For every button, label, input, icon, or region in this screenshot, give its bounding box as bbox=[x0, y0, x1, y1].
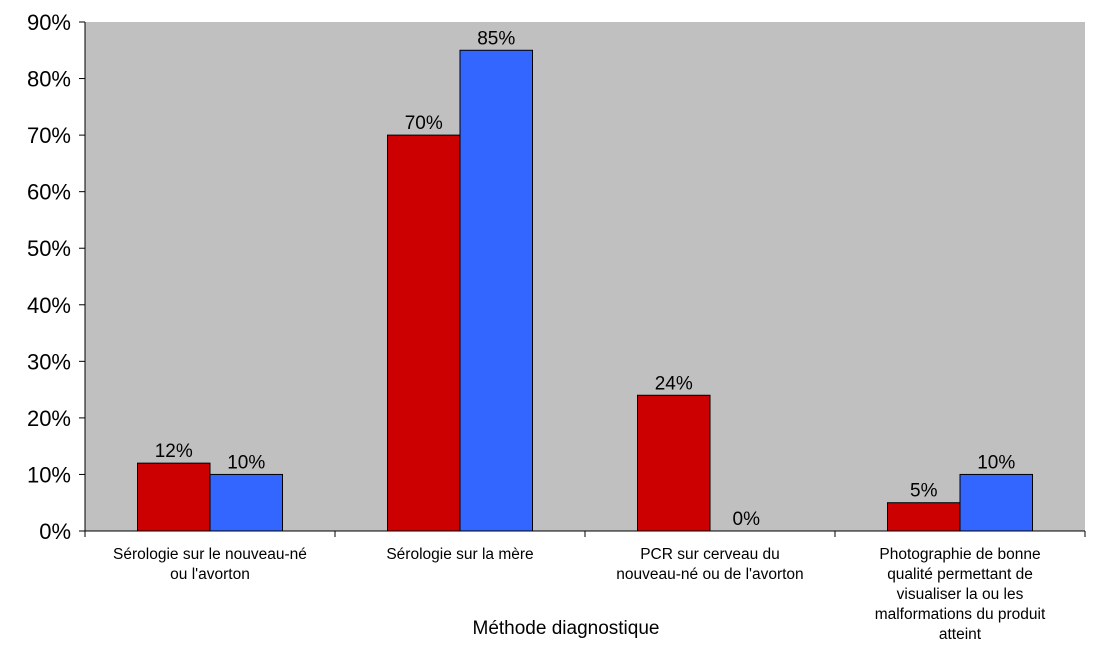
bar bbox=[387, 134, 461, 532]
y-tick-label: 80% bbox=[27, 67, 71, 92]
data-label: 10% bbox=[227, 452, 265, 473]
category-label: PCR sur cerveau du nouveau-né ou de l'avo… bbox=[616, 546, 803, 583]
data-label: 70% bbox=[405, 113, 443, 134]
data-label: 24% bbox=[655, 373, 693, 394]
bar bbox=[459, 49, 533, 532]
y-tick-label: 30% bbox=[27, 349, 71, 374]
category-label: Sérologie sur la mère bbox=[386, 546, 533, 563]
data-label: 85% bbox=[477, 28, 515, 49]
bar bbox=[637, 394, 711, 532]
y-tick-label: 20% bbox=[27, 406, 71, 431]
y-tick-label: 10% bbox=[27, 462, 71, 487]
y-tick-label: 0% bbox=[39, 519, 71, 544]
x-axis bbox=[84, 530, 1086, 537]
bar bbox=[137, 462, 211, 532]
data-labels: 12% 10% 70% 85% 24% 0% 5% 10% bbox=[155, 28, 1016, 530]
y-tick-label: 70% bbox=[27, 123, 71, 148]
bar bbox=[209, 473, 283, 532]
data-label: 12% bbox=[155, 441, 193, 462]
y-axis: 0% 10% 20% 30% 40% 50% 60% 70% 80% 90% bbox=[27, 10, 86, 544]
data-label: 5% bbox=[910, 481, 938, 502]
category-label: Sérologie sur le nouveau-né ou l'avorton bbox=[113, 546, 307, 583]
y-tick-label: 40% bbox=[27, 293, 71, 318]
data-label: 0% bbox=[733, 509, 761, 530]
bar bbox=[887, 502, 961, 532]
y-tick-label: 90% bbox=[27, 10, 71, 35]
y-tick-label: 50% bbox=[27, 236, 71, 261]
plot-area bbox=[85, 22, 1085, 531]
bar bbox=[959, 473, 1033, 532]
category-label: Photographie de bonne qualité permettant … bbox=[875, 546, 1046, 643]
y-tick-label: 60% bbox=[27, 180, 71, 205]
x-axis-title: Méthode diagnostique bbox=[473, 618, 660, 639]
data-label: 10% bbox=[977, 452, 1015, 473]
category-labels: Sérologie sur le nouveau-né ou l'avorton S… bbox=[113, 546, 1046, 643]
bars bbox=[137, 49, 1033, 532]
